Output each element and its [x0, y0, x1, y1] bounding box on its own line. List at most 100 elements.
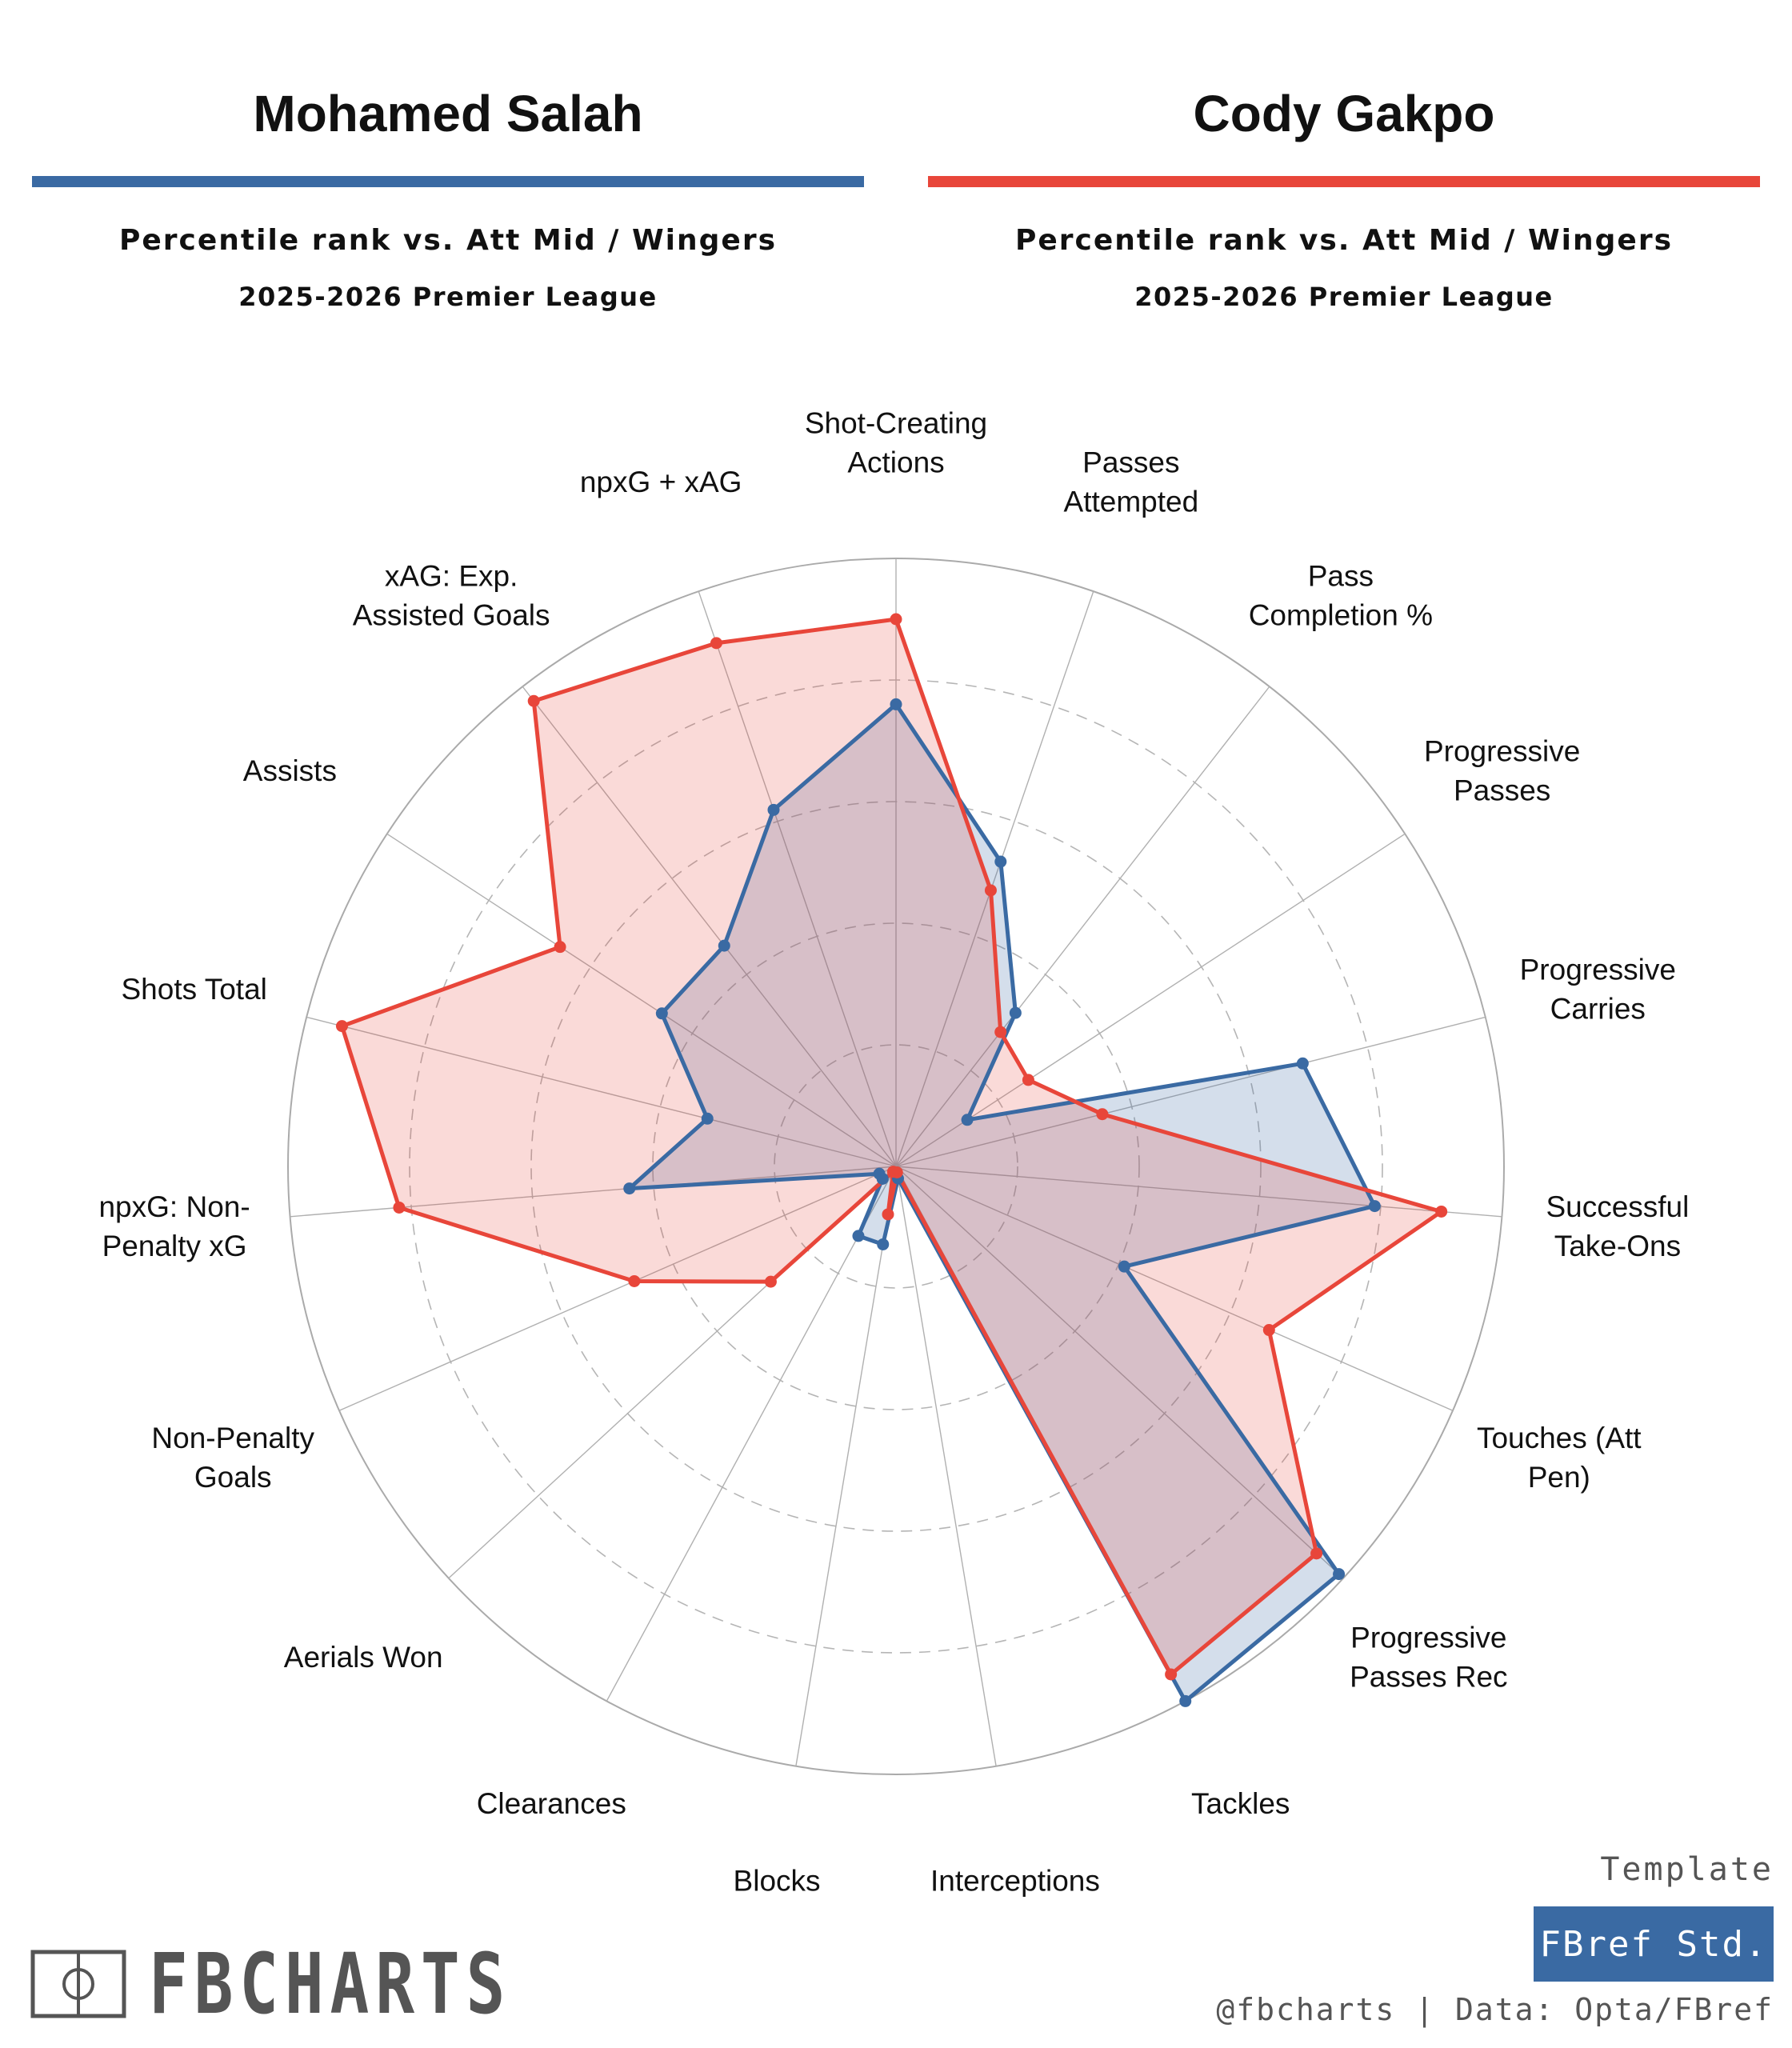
series-1-point-5	[1368, 1200, 1381, 1213]
radar-spoke-9	[895, 1166, 997, 1766]
axis-label-2-line-0: Pass	[1308, 559, 1374, 592]
axis-label-17: xAG: Exp. Assisted Goals	[353, 559, 550, 631]
pitch-icon	[30, 1950, 126, 2018]
player-1-subtitle: Percentile rank vs. Att Mid / Wingers	[118, 224, 778, 257]
series-2-point-3	[1022, 1074, 1034, 1086]
axis-label-3: Progressive Passes	[1424, 735, 1580, 807]
series-2-point-7	[1310, 1547, 1323, 1560]
series-2-area	[342, 619, 1442, 1674]
brand-logo: FBCHARTS	[30, 1940, 614, 2028]
radar-spoke-16	[386, 833, 897, 1167]
axis-label-1: Passes Attempted	[1064, 446, 1199, 518]
axis-label-9-line-0: Interceptions	[930, 1865, 1100, 1898]
radar-fills	[342, 619, 1442, 1702]
radar-ring-40	[652, 922, 1140, 1410]
series-1-point-18	[767, 803, 780, 816]
series-1-point-8	[1179, 1694, 1192, 1707]
axis-label-18-line-0: npxG + xAG	[580, 466, 742, 498]
axis-label-11-line-0: Clearances	[477, 1787, 626, 1820]
axis-label-5: Successful Take-Ons	[1546, 1190, 1689, 1262]
axis-label-0-line-0: Shot-Creating	[805, 407, 987, 440]
series-2-point-12	[764, 1275, 777, 1288]
series-2-point-1	[984, 884, 997, 897]
series-2-point-13	[628, 1274, 641, 1287]
player-1-season: 2025-2026 Premier League	[238, 282, 658, 312]
axis-label-17-line-1: Assisted Goals	[353, 598, 550, 631]
axis-label-3-line-1: Passes	[1454, 774, 1550, 807]
axis-label-11: Clearances	[477, 1787, 626, 1820]
player-1-name: Mohamed Salah	[253, 85, 643, 142]
series-2-line	[340, 617, 1444, 1677]
series-1-point-4	[1296, 1057, 1309, 1070]
axis-label-2-line-1: Completion %	[1249, 598, 1433, 631]
axis-label-14-line-1: Penalty xG	[102, 1230, 247, 1262]
axis-label-0: Shot-Creating Actions	[805, 407, 987, 479]
axis-label-12: Aerials Won	[284, 1641, 443, 1674]
radar-spoke-2	[895, 686, 1270, 1167]
radar-spoke-7	[895, 1166, 1344, 1579]
radar-points	[335, 613, 1448, 1707]
axis-label-1-line-1: Attempted	[1064, 486, 1199, 518]
radar-spoke-10	[795, 1166, 897, 1766]
radar-spoke-17	[522, 686, 897, 1167]
axis-label-13-line-1: Goals	[194, 1461, 272, 1494]
axis-label-4: Progressive Carries	[1520, 953, 1676, 1025]
series-1-area	[629, 704, 1375, 1702]
series-2-point-14	[393, 1201, 406, 1214]
axis-label-15: Shots Total	[121, 973, 266, 1006]
series-2-point-17	[527, 694, 540, 707]
radar-spoke-5	[895, 1166, 1502, 1218]
brand-name: FBCHARTS	[149, 1935, 512, 2033]
radar-ring-20	[774, 1044, 1018, 1289]
series-1-point-0	[890, 698, 902, 710]
radar-spoke-11	[606, 1166, 897, 1702]
radar-axis-labels: Shot-Creating Actions Passes Attempted Pass C…	[98, 407, 1689, 1898]
series-2-point-16	[554, 941, 566, 954]
axis-label-5-line-1: Take-Ons	[1554, 1230, 1681, 1262]
series-1-point-10	[877, 1238, 890, 1250]
series-1-point-1	[994, 855, 1007, 868]
axis-label-12-line-0: Aerials Won	[284, 1641, 443, 1674]
series-2-point-6	[1262, 1324, 1275, 1337]
axis-label-14: npxG: Non- Penalty xG	[98, 1190, 250, 1262]
series-2-point-18	[710, 637, 722, 650]
axis-label-13-line-0: Non-Penalty	[151, 1422, 314, 1454]
series-2-point-8	[1165, 1668, 1178, 1681]
axis-label-15-line-0: Shots Total	[121, 973, 266, 1006]
axis-label-7-line-0: Progressive	[1350, 1621, 1506, 1654]
axis-label-4-line-1: Carries	[1550, 992, 1646, 1025]
radar-spoke-14	[290, 1166, 897, 1218]
axis-label-17-line-0: xAG: Exp.	[385, 559, 518, 592]
player-2-color-bar	[928, 176, 1760, 187]
series-2-point-2	[994, 1026, 1007, 1038]
radar-grid	[287, 558, 1505, 1775]
axis-label-16: Assists	[243, 754, 337, 787]
radar-spoke-1	[895, 590, 1094, 1167]
axis-label-3-line-0: Progressive	[1424, 735, 1580, 768]
axis-label-7-line-1: Passes Rec	[1350, 1660, 1507, 1693]
series-1-point-14	[623, 1182, 636, 1195]
axis-label-0-line-1: Actions	[847, 446, 944, 479]
radar-spoke-6	[895, 1166, 1454, 1411]
axis-label-6-line-0: Touches (Att	[1477, 1422, 1642, 1454]
axis-label-18: npxG + xAG	[580, 466, 742, 498]
axis-label-6: Touches (Att Pen)	[1477, 1422, 1642, 1494]
series-1-point-3	[961, 1114, 974, 1126]
axis-label-10: Blocks	[734, 1865, 821, 1898]
radar-spoke-3	[895, 833, 1406, 1167]
series-1-point-2	[1009, 1006, 1022, 1019]
axis-label-8: Tackles	[1191, 1787, 1290, 1820]
radar-spoke-4	[895, 1016, 1486, 1167]
axis-label-14-line-0: npxG: Non-	[98, 1190, 250, 1223]
radar-spoke-18	[698, 590, 897, 1167]
axis-label-8-line-0: Tackles	[1191, 1787, 1290, 1820]
player-2-season: 2025-2026 Premier League	[1134, 282, 1554, 312]
data-credit: @fbcharts | Data: Opta/FBref	[1216, 1992, 1774, 2027]
radar-spoke-13	[338, 1166, 897, 1411]
series-2-point-4	[1096, 1108, 1109, 1121]
player-2-name: Cody Gakpo	[1193, 85, 1495, 142]
axis-label-7: Progressive Passes Rec	[1350, 1621, 1507, 1693]
radar-spoke-15	[306, 1016, 897, 1167]
series-2-point-11	[886, 1166, 899, 1178]
